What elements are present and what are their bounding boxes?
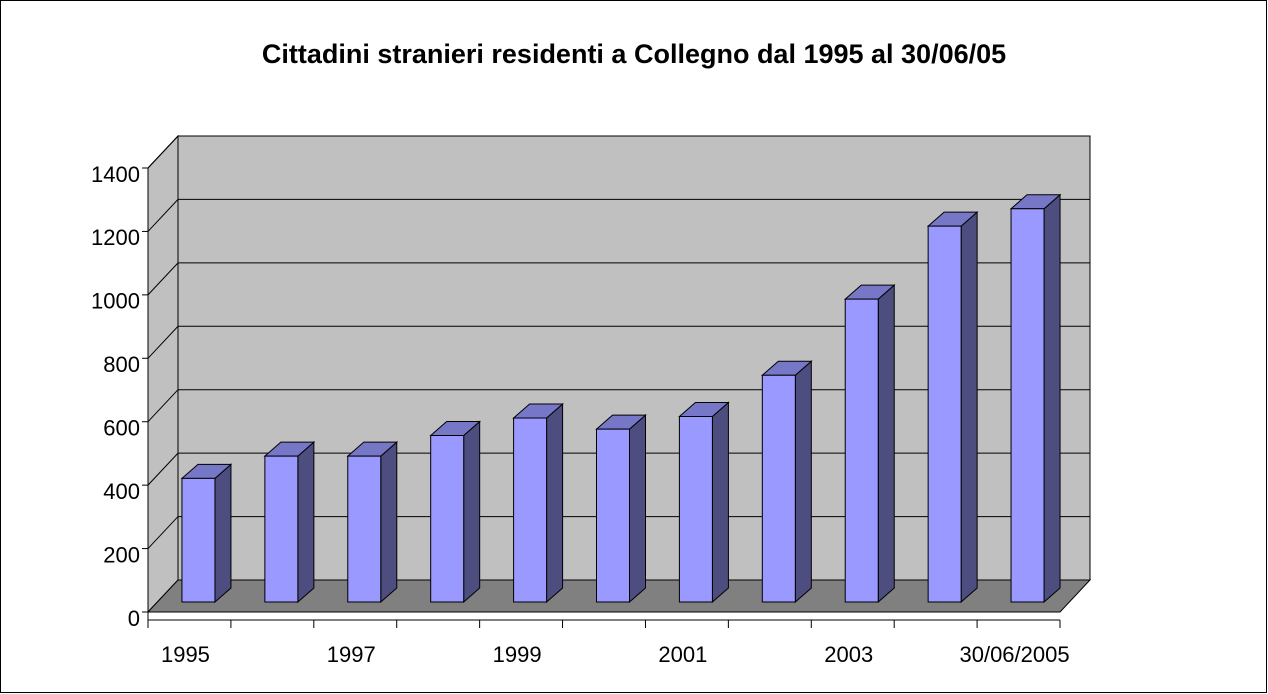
- y-tick-label: 400: [103, 479, 140, 504]
- y-tick-label: 1200: [91, 225, 140, 250]
- x-tick-label: 1997: [327, 642, 376, 667]
- bar-side: [629, 414, 646, 604]
- bar: [1009, 193, 1062, 604]
- x-tick-label: 30/06/2005: [959, 642, 1069, 667]
- x-tick-label: 2003: [824, 642, 873, 667]
- bar-side: [1043, 193, 1061, 604]
- x-tick-label: 1999: [493, 642, 542, 667]
- bar-front: [761, 374, 796, 603]
- bar-side: [711, 401, 729, 604]
- bar: [429, 420, 482, 604]
- bar-side: [877, 284, 895, 604]
- y-tick-label: 600: [103, 416, 140, 441]
- y-tick-label: 800: [103, 352, 140, 377]
- bar-front: [347, 455, 382, 603]
- bar: [678, 401, 730, 604]
- bar-side: [960, 211, 978, 604]
- bar-front: [844, 298, 879, 603]
- bar: [346, 441, 399, 604]
- bar-front: [596, 428, 630, 603]
- bar-front: [181, 477, 216, 603]
- bar: [760, 360, 813, 604]
- bar: [595, 414, 647, 604]
- x-tick-label: 2001: [658, 642, 707, 667]
- bar-side: [380, 441, 398, 604]
- chart-title: Cittadini stranieri residenti a Collegno…: [262, 39, 1006, 69]
- bar-side: [214, 463, 232, 604]
- y-tick-label: 1400: [91, 162, 140, 187]
- y-tick-label: 200: [103, 542, 140, 567]
- bar-front: [264, 455, 299, 603]
- grid-line: [147, 262, 1090, 296]
- y-tick-label: 1000: [91, 289, 140, 314]
- bar-front: [430, 435, 465, 603]
- x-tick-label: 1995: [161, 642, 210, 667]
- grid-line: [147, 198, 1090, 232]
- bar: [926, 211, 979, 604]
- bar: [843, 284, 896, 604]
- side-wall: [147, 134, 179, 614]
- bar: [180, 463, 233, 604]
- bar-front: [1010, 208, 1045, 603]
- bar-side: [297, 441, 315, 604]
- bar-front: [513, 417, 548, 603]
- bar-side: [463, 420, 481, 604]
- bar-side: [794, 360, 812, 604]
- grid-line: [147, 135, 1090, 169]
- bar-side: [546, 402, 564, 604]
- y-tick-label: 0: [128, 606, 140, 631]
- bar: [263, 441, 316, 604]
- bar: [512, 402, 564, 604]
- bar-front: [678, 415, 713, 603]
- bar-front: [927, 225, 962, 603]
- grid-line: [147, 325, 1090, 359]
